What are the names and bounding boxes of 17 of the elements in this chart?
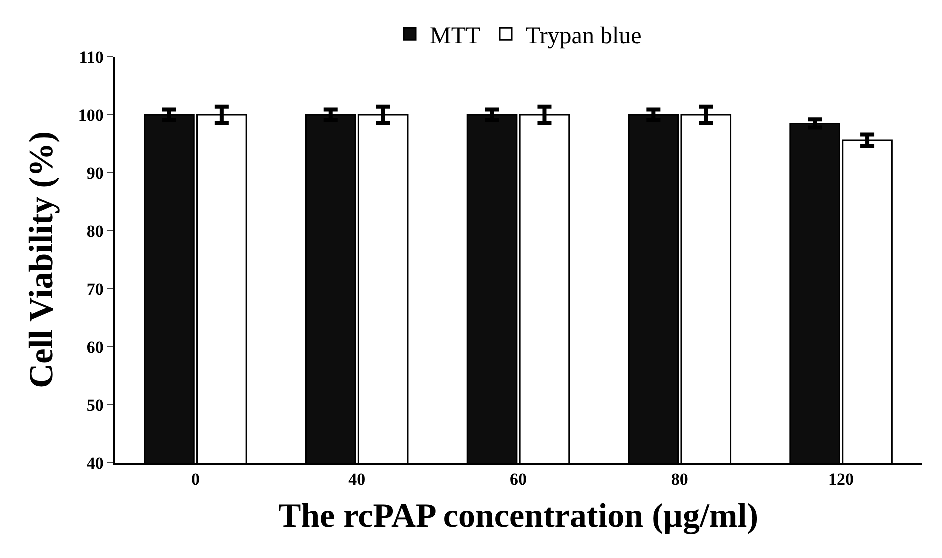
x-axis-title: The rcPAP concentration (µg/ml) <box>278 498 759 535</box>
y-tick-label: 90 <box>86 164 104 183</box>
y-tick-label: 80 <box>86 222 104 241</box>
x-tick-label: 0 <box>191 470 200 490</box>
x-tick-label: 80 <box>671 470 688 490</box>
x-tick-label: 40 <box>348 470 366 490</box>
y-tick-label: 40 <box>86 454 104 473</box>
legend-label: MTT <box>430 23 481 50</box>
y-axis-title: Cell Viability (%) <box>23 132 60 388</box>
y-tick-label: 110 <box>79 48 104 67</box>
legend-label: Trypan blue <box>526 23 642 50</box>
x-tick-label: 60 <box>510 470 527 490</box>
y-tick-label: 70 <box>86 280 104 299</box>
x-tick-label: 120 <box>828 470 854 490</box>
y-tick-label: 100 <box>78 106 104 125</box>
y-tick-label: 60 <box>86 338 104 357</box>
y-tick-label: 50 <box>86 396 104 415</box>
